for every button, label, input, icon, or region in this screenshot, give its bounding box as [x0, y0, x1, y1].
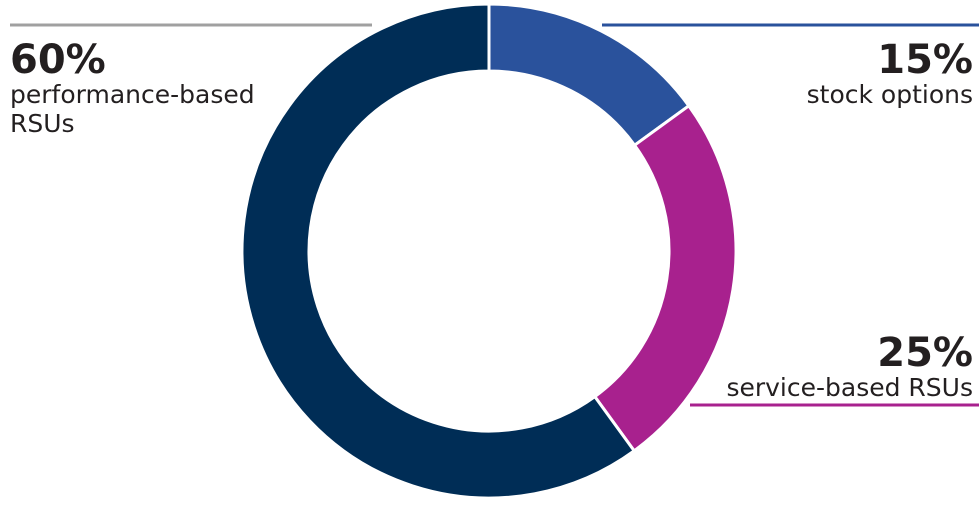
label-service-name: service-based RSUs [726, 373, 973, 402]
slice-service-based-rsus [592, 103, 738, 453]
label-service-value: 25% [877, 330, 973, 376]
label-stock: 15% stock options [807, 40, 973, 109]
label-performance: 60% performance-based RSUs [10, 40, 260, 138]
label-performance-name: performance-based RSUs [10, 80, 255, 138]
label-performance-value: 60% [10, 37, 106, 83]
label-service: 25% service-based RSUs [726, 333, 973, 402]
slice-performance-based-rsus [240, 2, 637, 500]
label-stock-name: stock options [806, 80, 973, 109]
label-stock-value: 15% [877, 37, 973, 83]
